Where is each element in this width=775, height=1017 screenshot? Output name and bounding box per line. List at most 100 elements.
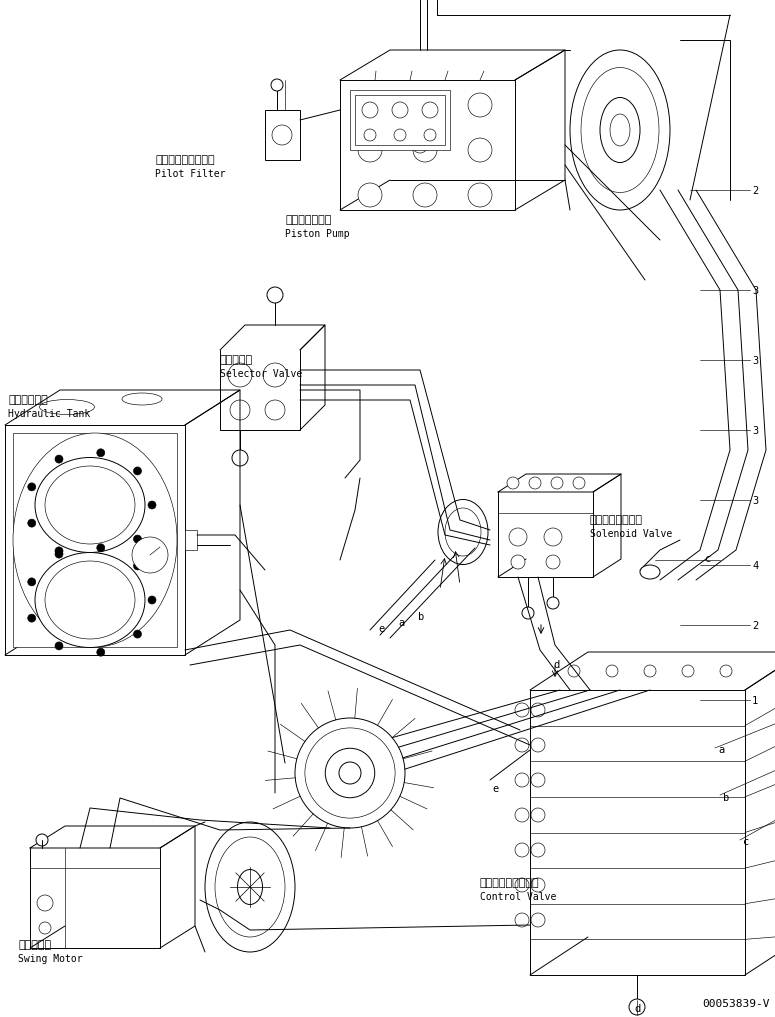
Text: 3: 3 xyxy=(752,496,758,506)
Circle shape xyxy=(468,93,492,117)
Circle shape xyxy=(511,555,525,569)
Text: ソレノイドバルブ: ソレノイドバルブ xyxy=(590,515,643,525)
Circle shape xyxy=(133,535,142,543)
Circle shape xyxy=(267,287,283,303)
Circle shape xyxy=(544,528,562,546)
Circle shape xyxy=(413,183,437,207)
Circle shape xyxy=(509,528,527,546)
Ellipse shape xyxy=(45,466,135,544)
Bar xyxy=(265,110,300,160)
Circle shape xyxy=(362,102,378,118)
Text: 00053839-V: 00053839-V xyxy=(702,999,770,1009)
Ellipse shape xyxy=(600,98,640,163)
Ellipse shape xyxy=(205,822,295,952)
Circle shape xyxy=(531,738,545,752)
Text: Control Valve: Control Valve xyxy=(480,892,556,902)
Circle shape xyxy=(132,537,168,573)
Bar xyxy=(185,530,197,550)
Circle shape xyxy=(573,477,585,489)
Circle shape xyxy=(515,703,529,717)
Circle shape xyxy=(326,749,375,797)
Text: e: e xyxy=(492,784,498,794)
Circle shape xyxy=(531,913,545,928)
Circle shape xyxy=(531,807,545,822)
Circle shape xyxy=(55,547,63,555)
Circle shape xyxy=(522,607,534,619)
Text: 旋回モータ: 旋回モータ xyxy=(18,940,51,950)
Circle shape xyxy=(392,102,408,118)
Circle shape xyxy=(682,665,694,677)
Circle shape xyxy=(422,102,438,118)
Circle shape xyxy=(413,138,437,162)
Text: c: c xyxy=(705,554,711,564)
Circle shape xyxy=(515,878,529,892)
Text: Piston Pump: Piston Pump xyxy=(285,229,350,239)
Text: 3: 3 xyxy=(752,426,758,436)
Circle shape xyxy=(531,773,545,787)
Text: コントロールバルブ: コントロールバルブ xyxy=(480,878,539,888)
Circle shape xyxy=(720,665,732,677)
Text: e: e xyxy=(378,624,384,634)
Circle shape xyxy=(507,477,519,489)
Text: Selector Valve: Selector Valve xyxy=(220,369,302,379)
Text: b: b xyxy=(418,612,424,622)
Text: a: a xyxy=(718,745,725,755)
Circle shape xyxy=(148,501,156,508)
Circle shape xyxy=(358,93,382,117)
Circle shape xyxy=(230,400,250,420)
Circle shape xyxy=(55,550,63,558)
Circle shape xyxy=(394,129,406,141)
Circle shape xyxy=(97,648,105,656)
Bar xyxy=(350,89,450,149)
Text: 3: 3 xyxy=(752,356,758,366)
Text: バイロットフィルタ: バイロットフィルタ xyxy=(155,155,215,165)
Circle shape xyxy=(629,999,645,1015)
Circle shape xyxy=(339,762,361,784)
Circle shape xyxy=(515,807,529,822)
Circle shape xyxy=(568,665,580,677)
Circle shape xyxy=(55,455,63,463)
Ellipse shape xyxy=(237,870,263,904)
Circle shape xyxy=(468,138,492,162)
Ellipse shape xyxy=(35,458,145,552)
Circle shape xyxy=(551,477,563,489)
Circle shape xyxy=(515,738,529,752)
Circle shape xyxy=(148,596,156,604)
Circle shape xyxy=(55,642,63,650)
Circle shape xyxy=(97,448,105,457)
Circle shape xyxy=(133,562,142,570)
Text: b: b xyxy=(723,793,729,803)
Circle shape xyxy=(272,125,292,145)
Text: 2: 2 xyxy=(752,186,758,196)
Circle shape xyxy=(468,183,492,207)
Circle shape xyxy=(97,544,105,552)
Text: 切換バルブ: 切換バルブ xyxy=(220,355,253,365)
Circle shape xyxy=(28,519,36,527)
Circle shape xyxy=(263,363,287,387)
Circle shape xyxy=(265,400,285,420)
Text: Pilot Filter: Pilot Filter xyxy=(155,169,226,179)
Circle shape xyxy=(295,718,405,828)
Circle shape xyxy=(28,578,36,586)
Text: Swing Motor: Swing Motor xyxy=(18,954,83,964)
Circle shape xyxy=(133,631,142,638)
Circle shape xyxy=(529,477,541,489)
Text: Hydraulic Tank: Hydraulic Tank xyxy=(8,409,90,419)
Ellipse shape xyxy=(215,837,285,937)
Ellipse shape xyxy=(45,561,135,639)
Circle shape xyxy=(515,913,529,928)
Ellipse shape xyxy=(438,499,488,564)
Text: d: d xyxy=(553,660,560,670)
Circle shape xyxy=(305,728,395,818)
Circle shape xyxy=(28,614,36,622)
Ellipse shape xyxy=(35,552,145,648)
Circle shape xyxy=(413,93,437,117)
Circle shape xyxy=(232,450,248,466)
Circle shape xyxy=(39,922,51,934)
Ellipse shape xyxy=(640,565,660,579)
Circle shape xyxy=(228,363,252,387)
Ellipse shape xyxy=(570,50,670,210)
Ellipse shape xyxy=(610,114,630,146)
Text: c: c xyxy=(743,837,749,847)
Circle shape xyxy=(531,878,545,892)
